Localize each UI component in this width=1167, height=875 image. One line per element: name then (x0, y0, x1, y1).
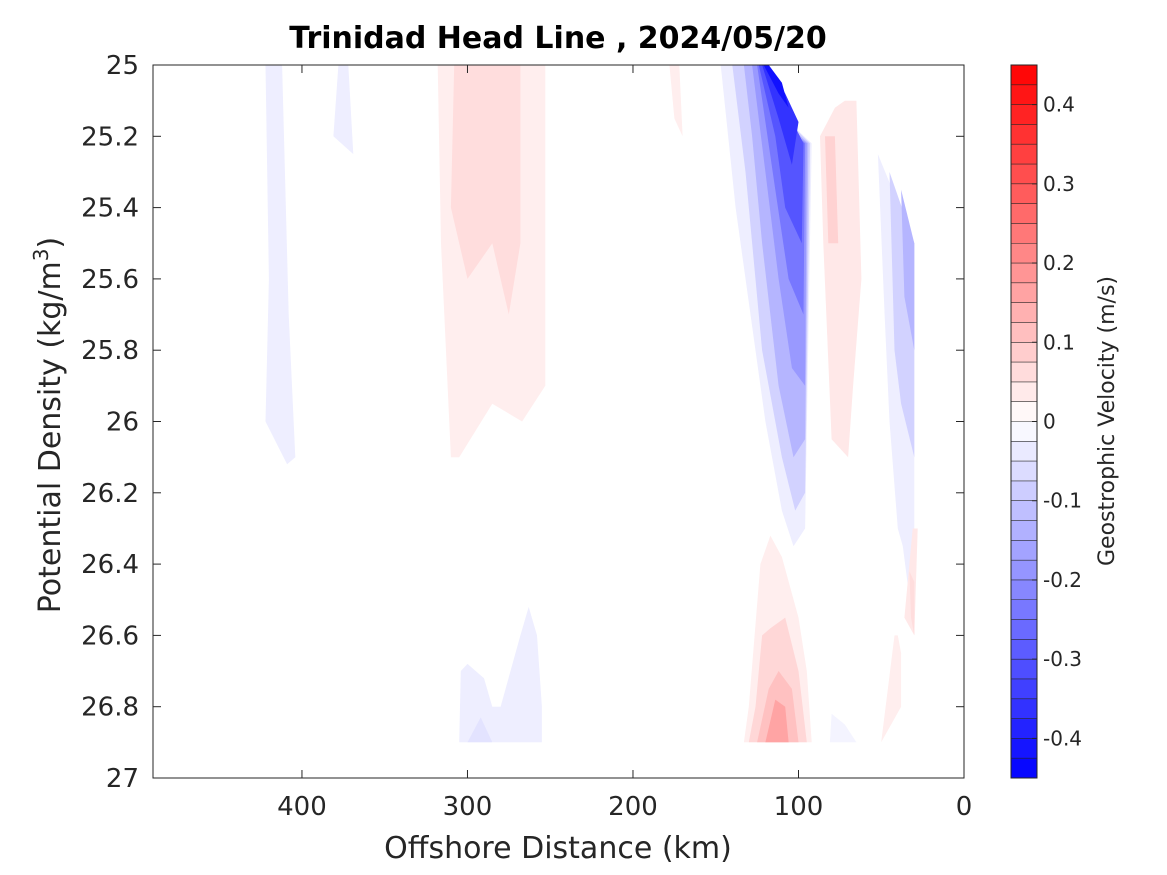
y-tick-label: 27 (106, 764, 139, 794)
colorbar-band (1011, 659, 1037, 680)
contour-region (825, 136, 839, 244)
colorbar-band (1011, 124, 1037, 145)
y-tick-label: 26.2 (81, 479, 139, 509)
colorbar-band (1011, 302, 1037, 323)
contour-region (763, 65, 789, 108)
colorbar-band (1011, 263, 1037, 284)
colorbar-band (1011, 480, 1037, 502)
colorbar-band (1011, 698, 1037, 719)
colorbar-tick-label: -0.4 (1043, 726, 1082, 750)
colorbar-band (1011, 540, 1037, 561)
colorbar-band (1011, 520, 1037, 541)
colorbar-band (1011, 738, 1037, 759)
colorbar-band (1011, 84, 1037, 105)
y-tick-label: 25.4 (81, 194, 139, 224)
x-tick-label: 200 (608, 792, 658, 822)
colorbar-band (1011, 619, 1037, 640)
contour-region (829, 713, 857, 743)
colorbar-band (1011, 678, 1037, 700)
y-tick-label: 26.6 (81, 621, 139, 651)
contour-region (909, 571, 915, 636)
contour-region (762, 65, 799, 165)
colorbar-band (1011, 144, 1037, 165)
colorbar-band (1011, 599, 1037, 620)
y-tick-label: 26 (106, 408, 139, 438)
x-axis: 400 300 200 100 0 (277, 65, 972, 822)
colorbar-label: Geostrophic Velocity (m/s) (1095, 276, 1120, 566)
y-tick-label: 25.8 (81, 336, 139, 366)
y-axis-label-close: ) (33, 237, 68, 249)
colorbar-tick-label: 0.2 (1043, 251, 1075, 275)
colorbar-band (1011, 560, 1037, 581)
colorbar-band (1011, 243, 1037, 264)
colorbar-band (1011, 164, 1037, 185)
colorbar-tick-label: -0.1 (1043, 489, 1082, 513)
colorbar-band (1011, 639, 1037, 660)
colorbar-band (1011, 342, 1037, 363)
colorbar-band (1011, 758, 1037, 779)
y-axis-label-main: Potential Density (kg/m (33, 261, 68, 613)
colorbar-band (1011, 461, 1037, 482)
contour-region (669, 65, 683, 137)
colorbar-band (1011, 203, 1037, 224)
contour-region (901, 189, 915, 351)
x-tick-label: 300 (443, 792, 493, 822)
contour-region (757, 65, 806, 315)
contour-region (333, 65, 354, 155)
colorbar-tick-label: -0.2 (1043, 568, 1082, 592)
contour-region (467, 717, 493, 743)
contour-region (450, 65, 521, 315)
colorbar-band (1011, 401, 1037, 422)
y-axis-label: Potential Density (kg/m3) (29, 237, 68, 613)
contour-region (765, 699, 789, 743)
x-tick-label: 0 (956, 792, 973, 822)
colorbar-band (1011, 65, 1037, 86)
contour-regions (265, 65, 918, 743)
y-tick-label: 26.4 (81, 550, 139, 580)
chart-title: Trinidad Head Line , 2024/05/20 (289, 21, 826, 56)
y-tick-label: 25.6 (81, 265, 139, 295)
colorbar-band (1011, 500, 1037, 521)
contour-region (758, 65, 804, 244)
colorbar-band (1011, 718, 1037, 739)
y-tick-label: 26.8 (81, 693, 139, 723)
colorbar-tick-label: 0 (1043, 410, 1056, 434)
colorbar-band (1011, 381, 1037, 402)
y-axis: 25 25.2 25.4 25.6 25.8 26 26.2 26.4 26.6 26.8 27 (81, 51, 964, 794)
contour-region (459, 606, 542, 743)
y-axis-label-sup: 3 (29, 248, 53, 261)
colorbar-band (1011, 183, 1037, 204)
contour-region (881, 635, 902, 743)
colorbar: 0.4 0.3 0.2 0.1 0 -0.1 -0.2 -0.3 -0.4 (1010, 64, 1082, 779)
colorbar-tick-label: -0.3 (1043, 647, 1082, 671)
colorbar-band (1011, 104, 1037, 125)
colorbar-band (1011, 421, 1037, 442)
colorbar-band (1011, 579, 1037, 601)
colorbar-band (1011, 282, 1037, 303)
y-tick-label: 25 (106, 51, 139, 81)
colorbar-band (1011, 362, 1037, 383)
y-tick-label: 25.2 (81, 122, 139, 152)
x-tick-label: 400 (277, 792, 327, 822)
colorbar-band (1011, 322, 1037, 343)
colorbar-band (1011, 441, 1037, 462)
x-axis-label: Offshore Distance (km) (384, 831, 732, 866)
colorbar-tick-label: 0.3 (1043, 172, 1075, 196)
colorbar-band (1011, 223, 1037, 244)
colorbar-tick-label: 0.1 (1043, 330, 1075, 354)
contour-region (265, 65, 296, 465)
x-tick-label: 100 (774, 792, 824, 822)
colorbar-tick-label: 0.4 (1043, 93, 1075, 117)
